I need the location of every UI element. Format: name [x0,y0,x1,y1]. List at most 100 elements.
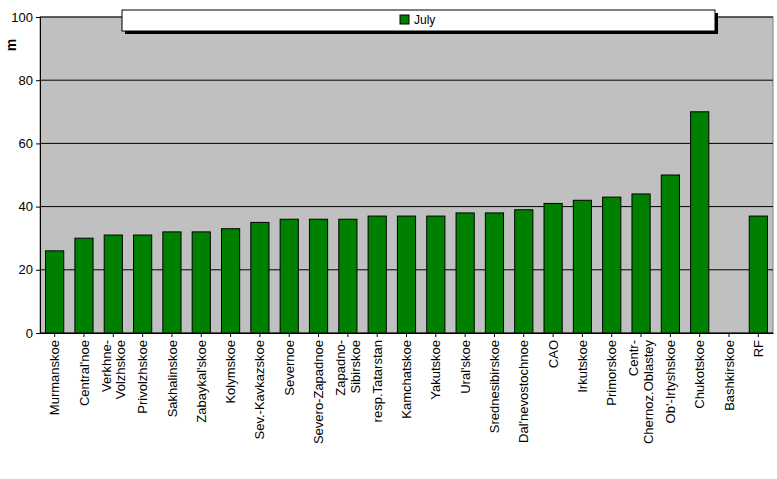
tick: Severnoe [282,333,297,396]
tick-label: Ural'skoe [458,340,473,394]
tick-label: Zapadno-Sibirskoe [333,340,362,396]
tick: Dal'nevostochnoe [516,333,531,443]
tick-label: 80 [19,73,33,88]
tick-label: Kamchatskoe [399,340,414,419]
tick-mark [289,333,290,337]
tick: Kamchatskoe [399,333,414,419]
tick-label: Centr-Chernoz.Oblastey [626,340,655,445]
bar [397,216,415,333]
x-axis: MurmanskoeCentral'noeVerkhne-VolzhskoePr… [41,333,774,444]
bars [46,112,768,333]
tick-mark [36,143,40,144]
tick: CAO [546,333,561,368]
tick: 60 [19,136,40,151]
tick-label: Irkutskoe [575,340,590,393]
tick: Chukotskoe [692,333,707,409]
tick-mark [729,333,730,337]
legend-box [122,10,715,31]
tick: Sev.-Kavkazskoe [252,333,267,439]
tick-mark [670,333,671,337]
tick-mark [406,333,407,337]
legend: July [122,10,718,34]
tick-label: 20 [19,262,33,277]
tick-label: RF [751,340,766,357]
tick-label: Kolymskoe [223,340,238,404]
tick-label: Verkhne-Volzhskoe [99,340,128,399]
tick-label: Yakutskoe [428,340,443,400]
tick-label: resp.Tatarstan [370,340,385,422]
tick: Zabaykal'skoe [194,333,209,423]
tick-mark [641,333,642,337]
tick-mark [611,333,612,337]
tick-mark [83,333,84,337]
tick: Srednesibirskoe [487,333,502,433]
plot-background [40,17,773,333]
tick: Bashkirskoe [722,333,737,411]
tick-label: Privolzhskoe [135,340,150,414]
tick: Ob'-Irtyshskoe [663,333,678,423]
grid [40,17,773,333]
legend-swatch [400,15,409,24]
bar [309,219,327,333]
tick-label: Ob'-Irtyshskoe [663,340,678,423]
tick-label: Murmanskoe [47,340,62,415]
tick-label: 60 [19,136,33,151]
bar [75,238,93,333]
tick: 0 [26,326,40,341]
bar [104,235,122,333]
tick-label: Bashkirskoe [722,340,737,411]
tick-label: Central'noe [77,340,92,406]
tick: 100 [11,10,40,25]
tick-mark [494,333,495,337]
grid-line [40,80,773,81]
tick: Sakhalinskoe [164,333,179,417]
tick-label: 40 [19,199,33,214]
tick: Yakutskoe [428,333,443,400]
tick-label: Srednesibirskoe [487,340,502,433]
bar [221,229,239,333]
tick-label: Dal'nevostochnoe [516,340,531,443]
tick-label: Primorskoe [604,340,619,406]
tick-mark [54,333,55,337]
plot: 0 20 40 60 80 100 Murmanskoe Central'noe Verkhne… [11,10,773,444]
tick: Primorskoe [604,333,619,406]
tick-mark [36,80,40,81]
tick-mark [259,333,260,337]
tick: 20 [19,262,40,277]
bar [251,222,269,333]
tick: Zapadno-Sibirskoe [333,333,362,396]
bar [46,251,64,333]
bar [456,213,474,333]
tick-mark [171,333,172,337]
tick-label: Chukotskoe [692,340,707,409]
tick: Centr-Chernoz.Oblastey [626,333,655,444]
legend-label: July [414,13,435,27]
bar [749,216,767,333]
y-axis-title: m [3,39,19,51]
tick: Ural'skoe [458,333,473,394]
tick: resp.Tatarstan [370,333,385,422]
bar [280,219,298,333]
tick: Verkhne-Volzhskoe [99,333,128,399]
tick-mark [758,333,759,337]
y-axis: 0 20 40 60 80 100 [11,10,40,341]
tick-mark [36,207,40,208]
tick-label: 100 [11,10,33,25]
tick-mark [113,333,114,337]
bar [661,175,679,333]
tick-mark [142,333,143,337]
bar [339,219,357,333]
tick-mark [230,333,231,337]
tick-mark [318,333,319,337]
tick-mark [435,333,436,337]
grid-line [40,143,773,144]
bar [134,235,152,333]
bar [163,232,181,333]
bar [573,200,591,333]
tick-mark [699,333,700,337]
tick-label: Severo-Zapadnoe [311,340,326,444]
tick: Privolzhskoe [135,333,150,414]
tick-label: 0 [26,326,33,341]
tick: Irkutskoe [575,333,590,393]
tick-mark [523,333,524,337]
